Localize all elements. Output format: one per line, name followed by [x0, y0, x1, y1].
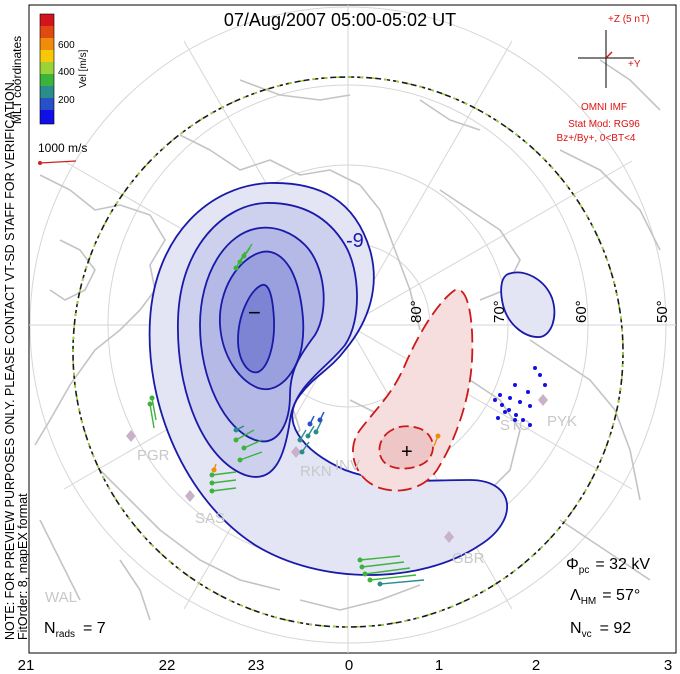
- station-labels: PGR RKN SAS INV STO PYK WAL GBR: [45, 413, 577, 606]
- mlt-label-3: 3: [664, 657, 672, 674]
- imf-by-label: +Y: [628, 59, 641, 70]
- nvc-sub: vc: [582, 629, 592, 640]
- station-label-wal: WAL: [45, 589, 77, 606]
- lambda-value: = 57°: [602, 587, 640, 604]
- imf-vector: [605, 51, 613, 59]
- station-label-inv: INV: [335, 457, 360, 474]
- scale-vector-arrow: [39, 160, 77, 164]
- potential-max-marker: +: [401, 441, 413, 463]
- phi-symbol: Φ: [566, 556, 579, 573]
- stat-model: Stat Mod: RG96: [568, 119, 640, 130]
- stat-phi: Φpc = 32 kV: [566, 556, 650, 576]
- lat-label-80: 80°: [408, 300, 425, 323]
- mlt-label-1: 1: [435, 657, 443, 674]
- phi-sub: pc: [579, 565, 590, 576]
- latitude-labels: 80° 70° 60° 50°: [408, 300, 671, 323]
- station-label-sas: SAS: [195, 510, 225, 527]
- mlt-label-21: 21: [18, 657, 35, 674]
- colorbar-tick-400: 400: [58, 67, 75, 78]
- station-label-gbr: GBR: [452, 550, 485, 567]
- stat-lambda: ΛHM = 57°: [570, 587, 640, 607]
- phi-value: = 32 kV: [595, 556, 650, 573]
- svg-text:Φpc= 32 kV: Φpc = 32 kV: [566, 556, 650, 576]
- map-title: 07/Aug/2007 05:00-05:02 UT: [224, 10, 456, 30]
- fit-order: FitOrder: 8, mapEX format: [16, 493, 30, 640]
- lat-label-60: 60°: [573, 300, 590, 323]
- colorbar-label: Vel [m/s]: [78, 49, 89, 88]
- svg-text:Nrads= 7: Nrads = 7: [44, 620, 106, 640]
- negative-patch-east: [500, 271, 556, 338]
- nrads-sub: rads: [56, 629, 75, 640]
- nrads-value: = 7: [83, 620, 106, 637]
- nvc-value: = 92: [600, 620, 632, 637]
- coords-label: MLT coordinates: [10, 36, 24, 124]
- velocity-vectors: [147, 243, 547, 587]
- lat-label-70: 70°: [491, 300, 508, 323]
- nrads-symbol: N: [44, 620, 56, 637]
- mlt-label-0: 0: [345, 657, 353, 674]
- potential-min-marker: −: [248, 300, 261, 325]
- scale-vector-label: 1000 m/s: [38, 141, 87, 155]
- velocity-colorbar: [39, 13, 55, 125]
- station-label-pyk: PYK: [547, 413, 577, 430]
- mlt-label-23: 23: [248, 657, 265, 674]
- station-label-rkn: RKN: [300, 463, 332, 480]
- stat-nvc: Nvc = 92: [570, 620, 631, 640]
- lat-label-50: 50°: [654, 300, 671, 323]
- station-label-pgr: PGR: [137, 447, 170, 464]
- heppner-maynard-marks: [72, 76, 624, 628]
- contour-label-negative: -9: [346, 230, 364, 252]
- mlt-label-22: 22: [159, 657, 176, 674]
- lambda-sub: HM: [581, 596, 597, 607]
- nvc-symbol: N: [570, 620, 582, 637]
- station-markers: [126, 394, 548, 543]
- colorbar-tick-600: 600: [58, 40, 75, 51]
- svg-text:ΛHM= 57°: ΛHM = 57°: [570, 587, 640, 607]
- mlt-label-2: 2: [532, 657, 540, 674]
- lambda-symbol: Λ: [570, 587, 581, 604]
- colorbar-ticks: 600 400 200: [58, 40, 75, 106]
- imf-bz-label: +Z (5 nT): [608, 14, 649, 25]
- imf-source: OMNI IMF: [581, 102, 627, 113]
- stat-nrads: Nrads = 7: [44, 620, 106, 640]
- positive-cell-inner: [378, 425, 434, 470]
- mlt-axis-labels: 21 22 23 0 1 2 3: [18, 657, 673, 674]
- svg-text:Nvc= 92: Nvc = 92: [570, 620, 631, 640]
- imf-condition: Bz+/By+, 0<BT<4: [557, 133, 636, 144]
- negative-cell-5: [237, 284, 275, 374]
- preview-note: NOTE: FOR PREVIEW PURPOSES ONLY. PLEASE …: [3, 79, 17, 640]
- colorbar-tick-200: 200: [58, 95, 75, 106]
